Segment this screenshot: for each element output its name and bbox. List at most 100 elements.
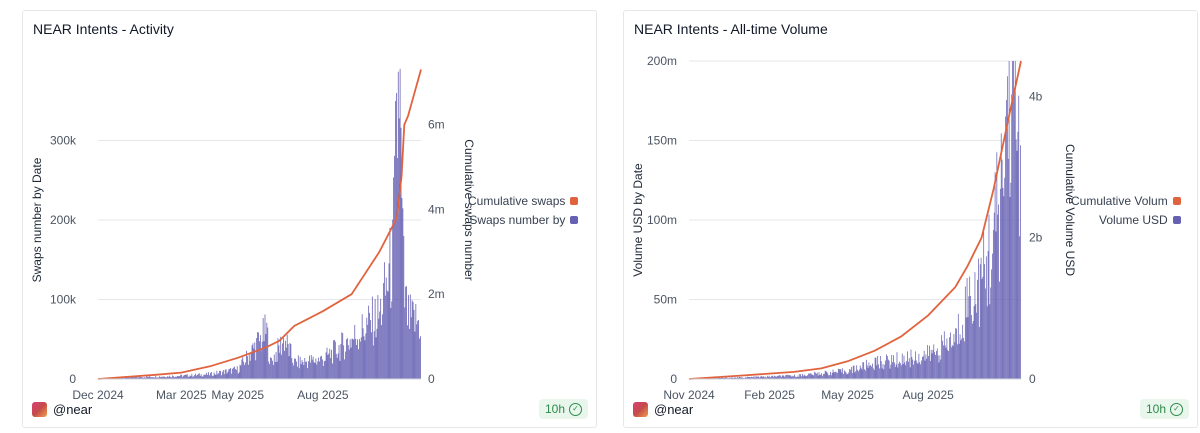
volume-bar [758, 376, 759, 379]
volume-bar [789, 375, 791, 379]
volume-bar [273, 354, 275, 379]
volume-bar [875, 357, 877, 379]
volume-bar [854, 372, 856, 379]
volume-bar [339, 360, 341, 379]
volume-bar [183, 375, 184, 379]
volume-bar [896, 352, 898, 379]
volume-bar [721, 377, 723, 379]
volume-bar [890, 364, 892, 379]
volume-bar [787, 375, 789, 379]
volume-bar [1006, 99, 1007, 380]
volume-bar [834, 372, 836, 379]
volume-bar [158, 377, 159, 379]
volume-bar [248, 354, 250, 379]
volume-bar [396, 92, 397, 379]
volume-bar [739, 376, 741, 379]
volume-bar [992, 253, 993, 379]
y-tick-label: 150m [647, 134, 677, 148]
avatar [32, 402, 47, 417]
volume-bar [290, 343, 292, 379]
volume-bar [1018, 95, 1020, 379]
volume-bar [780, 376, 782, 379]
volume-bar [983, 232, 985, 379]
volume-bar [397, 71, 399, 379]
volume-bar [375, 337, 377, 379]
volume-bar [292, 362, 294, 379]
volume-bar [135, 376, 137, 379]
volume-bar [800, 374, 801, 379]
volume-bar [937, 355, 939, 379]
legend-item-cumulative[interactable]: Cumulative Volum [1071, 194, 1181, 208]
volume-bar [774, 376, 776, 379]
volume-bar [274, 362, 276, 379]
volume-bar [939, 355, 941, 379]
volume-bar [364, 340, 366, 379]
volume-bar [295, 358, 296, 379]
volume-bar [980, 257, 982, 379]
volume-bar [956, 328, 957, 379]
volume-bar [909, 367, 911, 379]
author-link[interactable]: @near [633, 402, 693, 417]
volume-bar [1015, 139, 1017, 379]
refresh-status-badge[interactable]: 10h ✓ [538, 399, 588, 419]
volume-bar [311, 359, 313, 379]
volume-bar [321, 359, 323, 379]
volume-bar [804, 375, 806, 379]
volume-bar [190, 376, 192, 379]
volume-bar [836, 372, 837, 379]
refresh-status-badge[interactable]: 10h ✓ [1139, 399, 1189, 419]
volume-bar [759, 377, 760, 379]
volume-bar [184, 374, 186, 379]
volume-bar [771, 375, 773, 379]
legend-item-bars[interactable]: Swaps number by [468, 213, 579, 227]
volume-bar [291, 358, 293, 379]
volume-bar [869, 365, 871, 379]
volume-bar [177, 375, 179, 379]
volume-bar [296, 361, 297, 379]
volume-bar [195, 373, 196, 379]
volume-bar [334, 339, 335, 379]
volume-bar [366, 317, 368, 379]
volume-bar [819, 374, 821, 379]
volume-bar [226, 373, 228, 379]
legend-item-cumulative[interactable]: Cumulative swaps [468, 194, 579, 208]
volume-bar [298, 368, 300, 379]
y-tick-label: 0 [69, 372, 76, 386]
volume-bar [891, 354, 893, 379]
volume-bar [860, 367, 862, 379]
volume-bar [390, 308, 392, 379]
volume-bar [994, 172, 996, 379]
volume-bar [220, 370, 221, 379]
volume-bar [856, 365, 858, 379]
volume-bar [126, 377, 128, 379]
volume-bar [750, 377, 752, 379]
volume-bar [843, 374, 844, 379]
volume-bar [858, 371, 859, 379]
legend-item-bars[interactable]: Volume USD [1071, 213, 1181, 227]
volume-bar [794, 374, 795, 379]
volume-bar [341, 332, 343, 379]
volume-bar [1020, 145, 1021, 379]
volume-bar [223, 374, 225, 379]
volume-bar [300, 364, 302, 379]
volume-bar [121, 377, 122, 379]
volume-bar [787, 374, 788, 379]
volume-bar [281, 354, 283, 379]
volume-bar [884, 364, 886, 379]
volume-bar [1005, 116, 1006, 380]
volume-bar [293, 365, 295, 379]
volume-bar [234, 366, 235, 379]
volume-bar [169, 375, 171, 379]
volume-bar [810, 373, 812, 379]
volume-bar [277, 338, 279, 379]
volume-bar [905, 365, 907, 379]
volume-bar [362, 328, 364, 379]
volume-bar [313, 362, 315, 379]
volume-bar [962, 324, 964, 379]
volume-bar [409, 294, 411, 379]
author-link[interactable]: @near [32, 402, 92, 417]
volume-bar [852, 365, 854, 379]
volume-bar [724, 377, 725, 379]
volume-bar [354, 324, 356, 379]
volume-bar [756, 376, 758, 379]
